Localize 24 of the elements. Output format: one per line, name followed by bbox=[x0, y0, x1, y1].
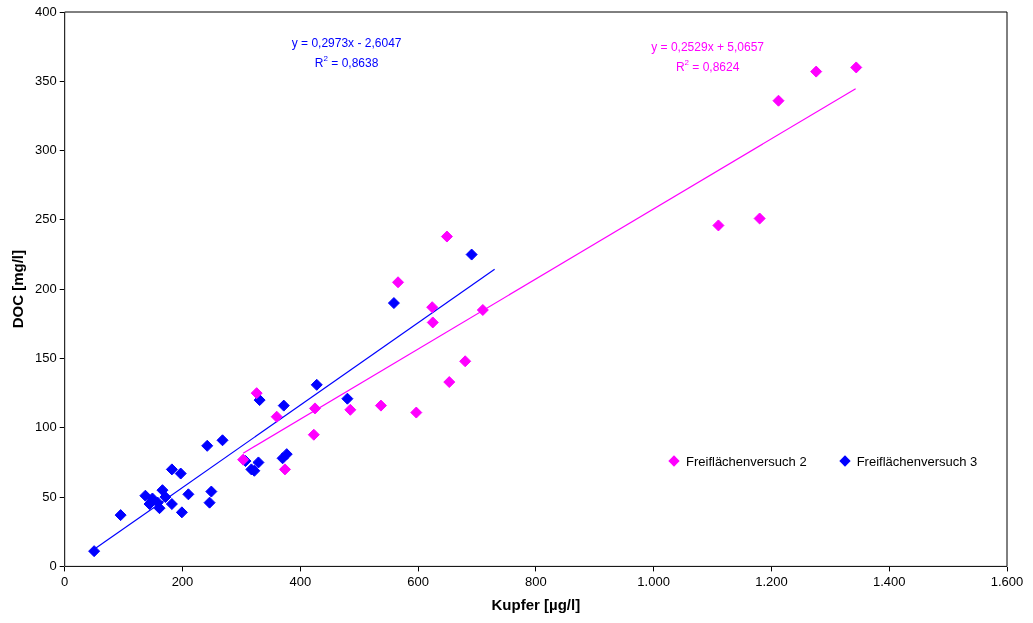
y-tick-label: 200 bbox=[34, 280, 57, 296]
y-tick-label: 350 bbox=[34, 72, 57, 88]
annotation: y = 0,2973x - 2,6047 bbox=[291, 36, 402, 51]
x-tick-label: 1.400 bbox=[872, 573, 906, 589]
y-tick-label: 50 bbox=[42, 488, 57, 504]
x-tick-label: 200 bbox=[171, 573, 194, 589]
x-tick-label: 0 bbox=[61, 573, 69, 589]
y-tick-label: 100 bbox=[34, 419, 57, 435]
x-tick-label: 600 bbox=[407, 573, 429, 589]
y-tick-label: 0 bbox=[49, 557, 57, 573]
x-axis-title: Kupfer [µg/l] bbox=[491, 596, 581, 614]
y-tick-label: 300 bbox=[34, 142, 57, 158]
x-tick-label: 800 bbox=[524, 573, 547, 589]
y-axis-title: DOC [mg/l] bbox=[9, 250, 27, 329]
y-tick-label: 400 bbox=[34, 3, 57, 19]
x-tick-label: 1.600 bbox=[990, 573, 1024, 589]
y-tick-label: 250 bbox=[34, 211, 57, 227]
y-tick-label: 150 bbox=[34, 350, 57, 366]
x-tick-label: 400 bbox=[289, 573, 312, 589]
x-tick-label: 1.200 bbox=[755, 573, 788, 589]
legend-label: Freiflächenversuch 3 bbox=[856, 453, 978, 469]
x-tick-label: 1.000 bbox=[637, 573, 670, 589]
annotation: y = 0,2529x + 5,0657 bbox=[651, 40, 765, 55]
legend-label: Freiflächenversuch 2 bbox=[686, 453, 807, 469]
